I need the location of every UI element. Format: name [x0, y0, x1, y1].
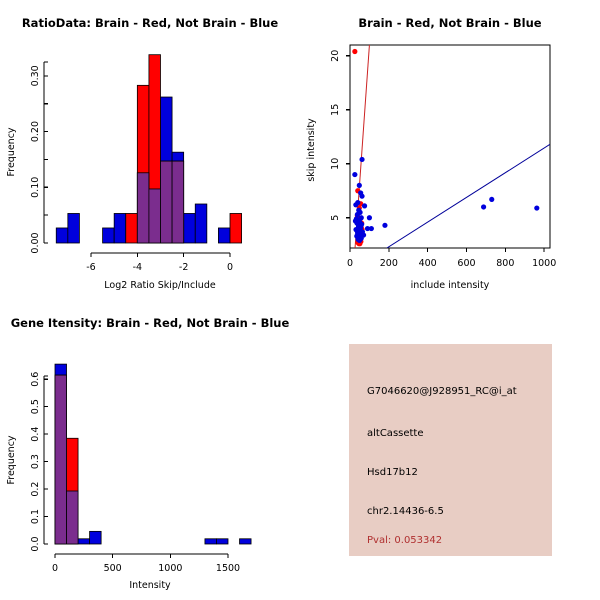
histogram-bar-overlap: [66, 490, 79, 545]
y-tick-label: 0.2: [30, 482, 41, 497]
scatter-fit-line: [386, 143, 550, 248]
histogram-bar-brain: [125, 213, 138, 244]
gene-histogram-panel: Gene Itensity: Brain - Red, Not Brain - …: [0, 300, 300, 600]
ratio-histogram-title: RatioData: Brain - Red, Not Brain - Blue: [22, 16, 279, 30]
scatter-point-not-brain: [366, 215, 373, 221]
histogram-bar-not-brain: [113, 213, 127, 244]
histogram-bar-not-brain: [183, 213, 196, 244]
info-event-type: altCassette: [367, 428, 424, 439]
y-tick-label: 0.3: [30, 454, 41, 469]
scatter-point-not-brain: [480, 204, 487, 210]
ratio-histogram-panel: RatioData: Brain - Red, Not Brain - Blue…: [0, 0, 300, 300]
y-tick-label: 0.4: [30, 427, 41, 442]
scatter-point-not-brain: [356, 182, 362, 188]
histogram-bar-not-brain: [204, 538, 217, 545]
histogram-bar-not-brain: [216, 538, 229, 545]
scatter-panel: Brain - Red, Not Brain - Blue 5 10 15 20 0 2…: [300, 0, 600, 300]
info-probe-id: G7046620@J928951_RC@i_at: [367, 386, 517, 397]
histogram-bar-not-brain: [89, 530, 102, 545]
x-tick-label: -6: [86, 262, 95, 273]
info-gene-symbol: Hsd17b12: [367, 467, 418, 478]
scatter-point-not-brain: [354, 211, 360, 218]
ratio-histogram-ylabel: Frequency: [6, 127, 17, 176]
scatter-point-not-brain: [353, 202, 359, 208]
scatter-point-not-brain: [352, 171, 358, 178]
gene-info-panel: G7046620@J928951_RC@i_at altCassette Hsd…: [349, 344, 552, 556]
x-tick-label: 0: [52, 563, 58, 574]
scatter-point-not-brain: [359, 193, 365, 199]
x-tick-label: -4: [133, 262, 142, 273]
ratio-histogram-x-axis: -6 -4 -2 0: [86, 252, 233, 273]
x-tick-label: 1000: [532, 258, 556, 269]
scatter-title: Brain - Red, Not Brain - Blue: [358, 16, 541, 30]
x-tick-label: 400: [419, 258, 437, 269]
y-tick-label: 0.5: [30, 399, 41, 414]
gene-histogram-ylabel: Frequency: [6, 435, 17, 484]
info-locus: chr2.14436-6.5: [367, 506, 444, 517]
histogram-bar-overlap: [171, 160, 185, 244]
histogram-bar-not-brain: [102, 227, 115, 244]
scatter-point-not-brain: [361, 203, 368, 209]
x-tick-label: 0: [347, 258, 353, 269]
scatter-fit-lines: [354, 45, 550, 248]
y-tick-label: 0.1: [30, 509, 41, 524]
x-tick-label: 600: [457, 258, 475, 269]
gene-histogram-svg: Gene Itensity: Brain - Red, Not Brain - …: [6, 316, 290, 591]
scatter-point-not-brain: [368, 225, 374, 232]
ratio-histogram-xlabel: Log2 Ratio Skip/Include: [104, 280, 216, 291]
scatter-ylabel: skip intensity: [306, 118, 317, 182]
ratio-histogram-y-axis: 0.00 0.10 0.20 0.30: [30, 61, 48, 254]
histogram-bar-overlap: [136, 172, 150, 244]
x-tick-label: 0: [227, 262, 233, 273]
histogram-bar-overlap: [148, 188, 161, 244]
x-tick-label: 1000: [158, 563, 182, 574]
scatter-point-brain: [352, 48, 358, 55]
gene-histogram-x-axis: 0 500 1000 1500: [52, 553, 240, 574]
histogram-bar-not-brain: [67, 213, 80, 244]
scatter-svg: Brain - Red, Not Brain - Blue 5 10 15 20 0 2…: [306, 16, 556, 291]
scatter-points: [352, 48, 540, 247]
scatter-plot-frame: [349, 44, 551, 249]
y-tick-label: 10: [330, 158, 341, 170]
y-tick-label: 0.00: [30, 232, 41, 253]
scatter-y-axis: 5 10 15 20: [330, 50, 350, 221]
histogram-bar-not-brain: [218, 227, 231, 244]
gene-histogram-xlabel: Intensity: [129, 580, 171, 591]
gene-histogram-y-axis: 0.0 0.1 0.2 0.3 0.4 0.5 0.6: [30, 372, 48, 552]
y-tick-label: 0.30: [30, 65, 41, 86]
scatter-x-axis: 0 200 400 600 800 1000: [347, 248, 556, 269]
histogram-bar-overlap: [54, 374, 67, 545]
scatter-point-not-brain: [356, 237, 363, 244]
info-pval: Pval: 0.053342: [367, 535, 443, 546]
x-tick-label: -2: [179, 262, 188, 273]
histogram-bar-overlap: [160, 160, 173, 244]
histogram-bar-not-brain: [194, 203, 208, 244]
histogram-bar-not-brain: [239, 538, 252, 545]
ratio-histogram-svg: RatioData: Brain - Red, Not Brain - Blue…: [6, 16, 279, 291]
scatter-point-not-brain: [364, 225, 371, 232]
scatter-point-not-brain: [534, 205, 540, 211]
y-tick-label: 0.0: [30, 536, 41, 551]
x-tick-label: 800: [496, 258, 514, 269]
x-tick-label: 500: [104, 563, 122, 574]
histogram-bar-not-brain: [55, 227, 69, 244]
gene-histogram-title: Gene Itensity: Brain - Red, Not Brain - …: [11, 316, 290, 330]
x-tick-label: 1500: [216, 563, 240, 574]
y-tick-label: 20: [330, 50, 341, 62]
histogram-bar-not-brain: [77, 538, 90, 545]
scatter-xlabel: include intensity: [411, 280, 490, 291]
scatter-point-not-brain: [489, 196, 495, 203]
x-tick-label: 200: [380, 258, 398, 269]
ratio-histogram-bars: [55, 54, 242, 244]
y-tick-label: 5: [330, 215, 341, 221]
histogram-bar-brain: [229, 213, 242, 244]
y-tick-label: 0.20: [30, 121, 41, 142]
gene-histogram-bars: [54, 363, 252, 545]
scatter-point-not-brain: [359, 156, 365, 163]
y-tick-label: 15: [330, 104, 341, 116]
scatter-point-not-brain: [382, 222, 388, 228]
y-tick-label: 0.10: [30, 177, 41, 198]
y-tick-label: 0.6: [30, 372, 41, 387]
